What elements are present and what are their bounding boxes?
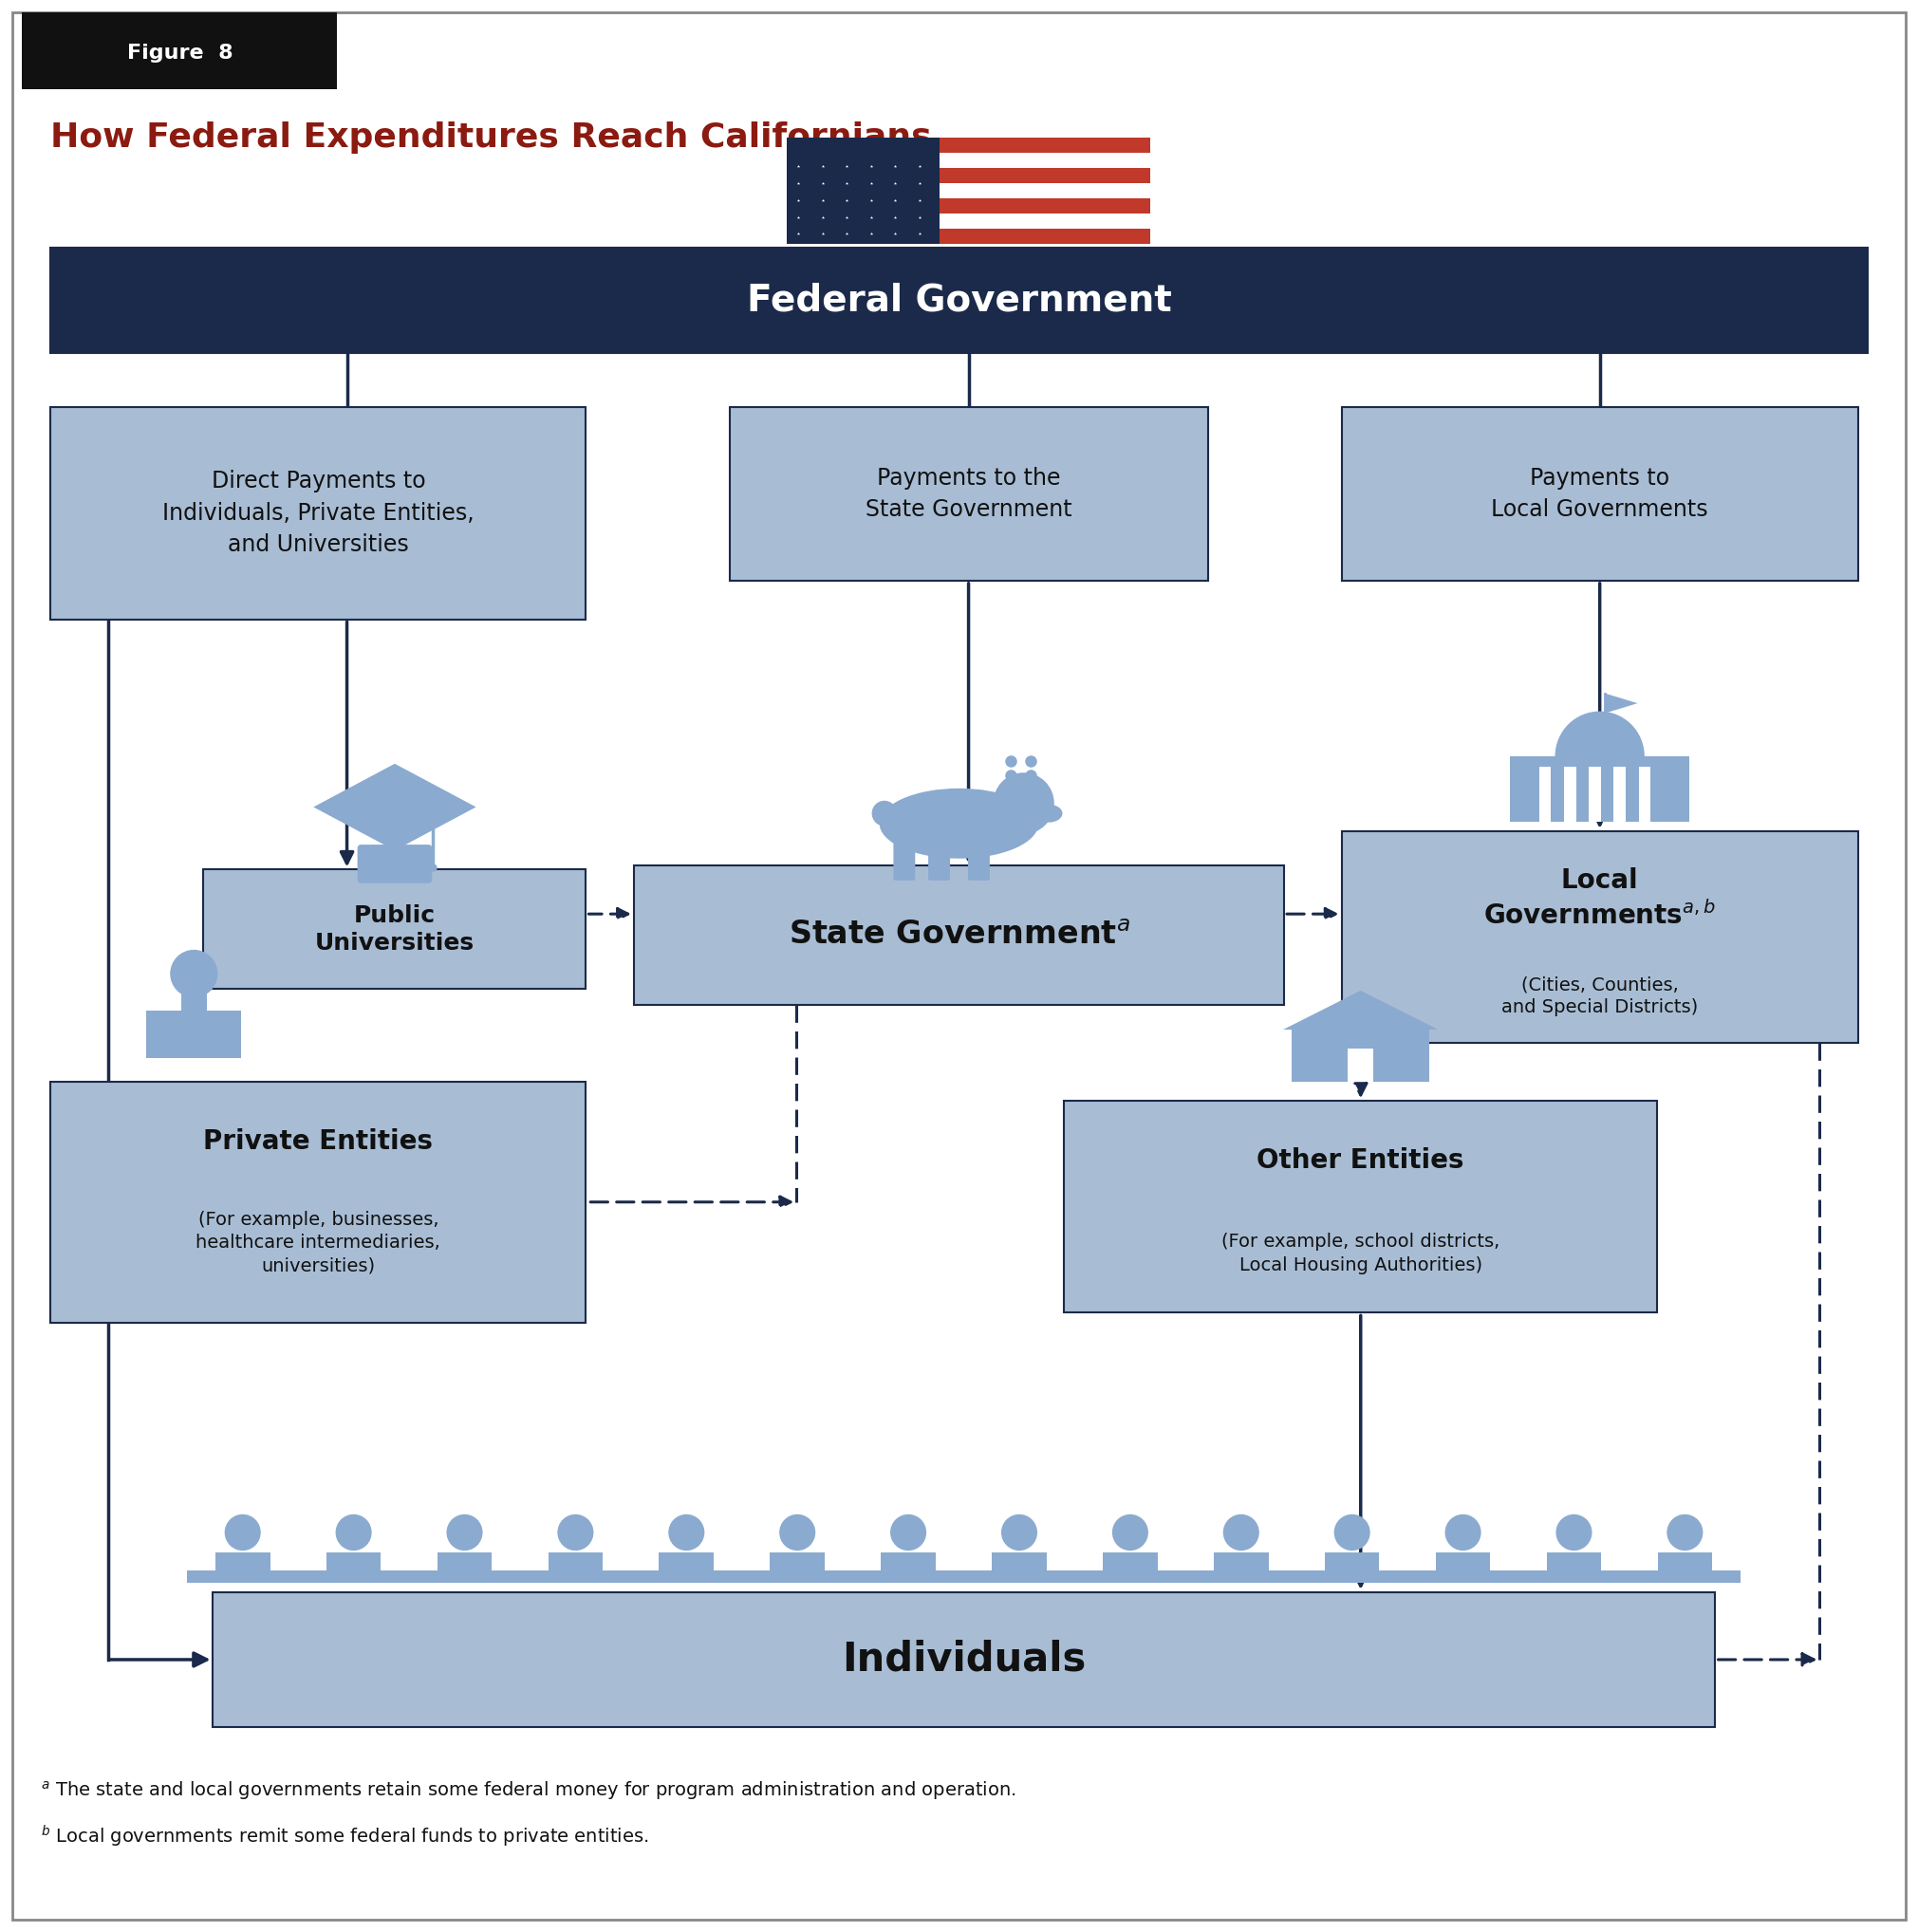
FancyBboxPatch shape (1341, 831, 1859, 1043)
FancyBboxPatch shape (357, 844, 432, 883)
Circle shape (171, 951, 217, 997)
Ellipse shape (1034, 804, 1063, 823)
Polygon shape (215, 1553, 270, 1582)
Circle shape (336, 1515, 370, 1549)
Circle shape (1001, 1515, 1036, 1549)
FancyBboxPatch shape (1613, 767, 1626, 821)
Polygon shape (769, 1553, 825, 1582)
Text: $^a$ The state and local governments retain some federal money for program admin: $^a$ The state and local governments ret… (40, 1779, 1017, 1803)
FancyBboxPatch shape (940, 199, 1151, 213)
Text: State Government$^a$: State Government$^a$ (788, 920, 1130, 951)
Text: Payments to the
State Government: Payments to the State Government (865, 468, 1072, 522)
Text: (Cities, Counties,
and Special Districts): (Cities, Counties, and Special Districts… (1502, 976, 1697, 1016)
FancyBboxPatch shape (940, 137, 1151, 153)
Circle shape (1667, 1515, 1703, 1549)
Text: Public
Universities: Public Universities (315, 904, 474, 954)
Text: Payments to
Local Governments: Payments to Local Governments (1492, 468, 1709, 522)
Polygon shape (660, 1553, 713, 1582)
Ellipse shape (880, 788, 1038, 858)
Polygon shape (313, 763, 476, 850)
Circle shape (669, 1515, 704, 1549)
Text: How Federal Expenditures Reach Californians: How Federal Expenditures Reach Californi… (50, 122, 932, 155)
Circle shape (1112, 1515, 1147, 1549)
Text: Direct Payments to
Individuals, Private Entities,
and Universities: Direct Payments to Individuals, Private … (163, 469, 474, 556)
Polygon shape (437, 1553, 491, 1582)
Polygon shape (549, 1553, 602, 1582)
Polygon shape (1437, 1553, 1490, 1582)
FancyBboxPatch shape (633, 866, 1285, 1005)
FancyBboxPatch shape (12, 12, 1906, 1920)
FancyBboxPatch shape (1580, 732, 1619, 755)
Circle shape (447, 1515, 481, 1549)
Polygon shape (1214, 1553, 1268, 1582)
FancyBboxPatch shape (940, 153, 1151, 168)
FancyBboxPatch shape (182, 991, 207, 1010)
FancyBboxPatch shape (1563, 767, 1577, 821)
FancyBboxPatch shape (1341, 408, 1859, 582)
FancyBboxPatch shape (1348, 1049, 1373, 1082)
FancyBboxPatch shape (188, 1571, 1740, 1582)
Text: Other Entities: Other Entities (1256, 1148, 1463, 1173)
FancyBboxPatch shape (1064, 1101, 1657, 1314)
FancyBboxPatch shape (894, 842, 915, 881)
Text: Individuals: Individuals (842, 1640, 1086, 1679)
FancyBboxPatch shape (940, 168, 1151, 184)
FancyBboxPatch shape (21, 12, 338, 89)
Text: Private Entities: Private Entities (203, 1128, 433, 1155)
Polygon shape (1325, 1553, 1379, 1582)
Polygon shape (1546, 1553, 1602, 1582)
Polygon shape (326, 1553, 382, 1582)
Polygon shape (146, 1010, 242, 1059)
Circle shape (994, 773, 1053, 833)
Polygon shape (1657, 1553, 1713, 1582)
Circle shape (873, 802, 896, 825)
Text: Local
Governments$^{a,b}$: Local Governments$^{a,b}$ (1483, 867, 1717, 929)
Polygon shape (880, 1553, 936, 1582)
Circle shape (1224, 1515, 1258, 1549)
FancyBboxPatch shape (729, 408, 1208, 582)
FancyBboxPatch shape (50, 1082, 587, 1321)
Circle shape (1446, 1515, 1481, 1549)
Text: Figure  8: Figure 8 (129, 43, 234, 62)
FancyBboxPatch shape (1538, 767, 1552, 821)
FancyBboxPatch shape (1588, 767, 1602, 821)
FancyBboxPatch shape (928, 842, 949, 881)
Text: Federal Government: Federal Government (746, 282, 1172, 319)
FancyBboxPatch shape (940, 213, 1151, 228)
FancyBboxPatch shape (203, 869, 587, 989)
Polygon shape (992, 1553, 1047, 1582)
FancyBboxPatch shape (786, 137, 940, 243)
Circle shape (558, 1515, 593, 1549)
Circle shape (781, 1515, 815, 1549)
FancyBboxPatch shape (940, 184, 1151, 199)
Circle shape (1335, 1515, 1369, 1549)
Circle shape (1557, 1515, 1592, 1549)
Polygon shape (1103, 1553, 1158, 1582)
FancyBboxPatch shape (1293, 1030, 1429, 1082)
Text: (For example, businesses,
healthcare intermediaries,
universities): (For example, businesses, healthcare int… (196, 1211, 441, 1275)
Wedge shape (1555, 711, 1644, 755)
FancyBboxPatch shape (940, 228, 1151, 243)
Polygon shape (1283, 991, 1438, 1030)
FancyBboxPatch shape (213, 1592, 1715, 1727)
Text: (For example, school districts,
Local Housing Authorities): (For example, school districts, Local Ho… (1222, 1233, 1500, 1273)
Circle shape (224, 1515, 261, 1549)
Text: $^b$ Local governments remit some federal funds to private entities.: $^b$ Local governments remit some federa… (40, 1824, 648, 1849)
FancyBboxPatch shape (1638, 767, 1651, 821)
FancyBboxPatch shape (969, 842, 990, 881)
Polygon shape (1605, 694, 1638, 713)
FancyBboxPatch shape (50, 247, 1868, 354)
FancyBboxPatch shape (1509, 755, 1690, 821)
FancyBboxPatch shape (50, 408, 587, 618)
Circle shape (890, 1515, 926, 1549)
